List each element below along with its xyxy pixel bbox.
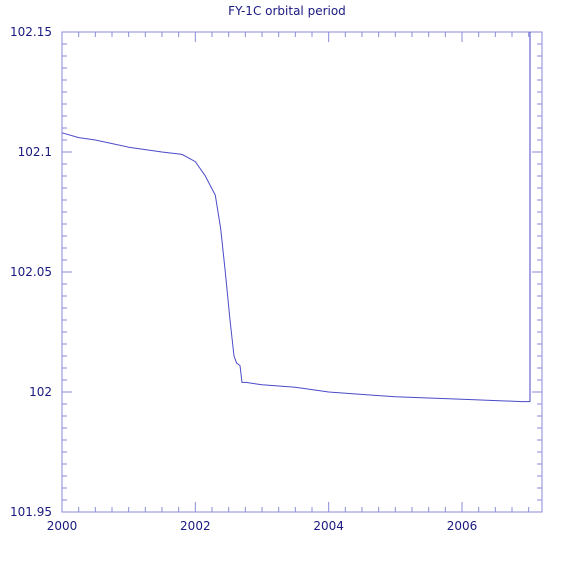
y-tick-label: 101.95 (10, 505, 52, 519)
y-tick-label: 102 (29, 385, 52, 399)
x-tick-label: 2000 (47, 519, 78, 533)
axis-ticks (61, 31, 542, 513)
x-tick-label: 2002 (180, 519, 211, 533)
x-tick-label: 2004 (313, 519, 344, 533)
y-tick-label: 102.05 (10, 265, 52, 279)
series-line-orbital-period (61, 32, 531, 403)
y-tick-label: 102.15 (10, 25, 52, 39)
chart-title: FY-1C orbital period (228, 4, 346, 18)
axis-tick-labels: 2000 2002 2004 2006 101.95 102 102.05 102.1 102.… (10, 25, 477, 533)
plot-frame (61, 31, 543, 513)
y-tick-label: 102.1 (18, 145, 52, 159)
x-tick-label: 2006 (447, 519, 478, 533)
